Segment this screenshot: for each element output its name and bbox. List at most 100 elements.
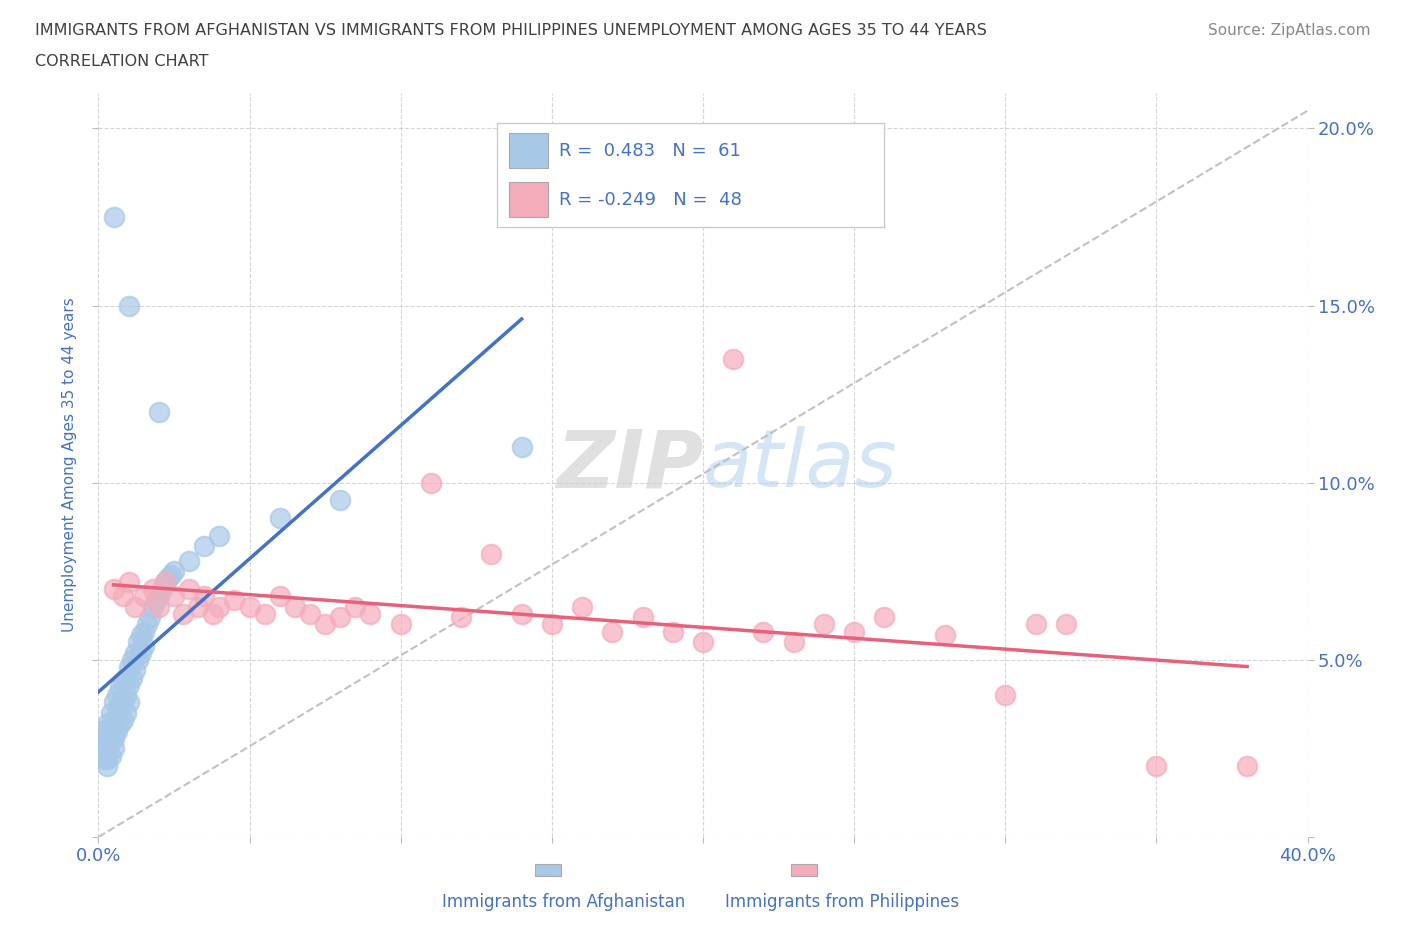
- Point: [145, 592, 167, 607]
- Point: [103, 581, 125, 596]
- Point: [93, 751, 115, 766]
- Point: [114, 706, 136, 721]
- Point: [121, 671, 143, 685]
- Point: [129, 628, 152, 643]
- Point: [420, 475, 443, 490]
- Point: [723, 352, 745, 366]
- Point: [344, 599, 367, 614]
- Point: [934, 628, 956, 643]
- Point: [481, 546, 503, 561]
- Point: [389, 617, 412, 631]
- Point: [783, 634, 806, 649]
- Text: Source: ZipAtlas.com: Source: ZipAtlas.com: [1208, 23, 1371, 38]
- Point: [179, 581, 201, 596]
- Y-axis label: Unemployment Among Ages 35 to 44 years: Unemployment Among Ages 35 to 44 years: [62, 298, 77, 632]
- Point: [163, 564, 186, 578]
- Point: [124, 599, 146, 614]
- Point: [148, 599, 170, 614]
- Point: [193, 589, 215, 604]
- Point: [105, 688, 128, 703]
- Point: [103, 741, 125, 756]
- Point: [90, 741, 112, 756]
- Point: [208, 599, 231, 614]
- Point: [105, 724, 128, 738]
- Point: [284, 599, 307, 614]
- Point: [269, 589, 291, 604]
- Point: [100, 734, 122, 749]
- Point: [692, 634, 714, 649]
- Point: [121, 653, 143, 668]
- Point: [360, 606, 382, 621]
- Point: [1024, 617, 1046, 631]
- Text: ZIP: ZIP: [555, 426, 703, 504]
- Text: IMMIGRANTS FROM AFGHANISTAN VS IMMIGRANTS FROM PHILIPPINES UNEMPLOYMENT AMONG AG: IMMIGRANTS FROM AFGHANISTAN VS IMMIGRANT…: [35, 23, 987, 38]
- Point: [100, 724, 122, 738]
- Point: [135, 617, 157, 631]
- Point: [139, 610, 162, 625]
- Point: [96, 716, 118, 731]
- Point: [661, 624, 683, 639]
- Point: [108, 716, 131, 731]
- Point: [994, 688, 1017, 703]
- Point: [124, 645, 146, 660]
- Point: [150, 581, 173, 596]
- Point: [105, 706, 128, 721]
- Point: [571, 599, 593, 614]
- Point: [132, 589, 155, 604]
- Point: [111, 695, 134, 710]
- Point: [132, 624, 155, 639]
- Point: [156, 571, 179, 586]
- Point: [108, 681, 131, 696]
- Point: [124, 663, 146, 678]
- Point: [193, 539, 215, 554]
- Point: [239, 599, 262, 614]
- Point: [114, 688, 136, 703]
- Point: [160, 567, 183, 582]
- Point: [1144, 759, 1167, 774]
- Point: [510, 606, 533, 621]
- Point: [93, 741, 115, 756]
- Point: [108, 698, 131, 713]
- Point: [299, 606, 322, 621]
- Text: Immigrants from Afghanistan: Immigrants from Afghanistan: [443, 893, 686, 910]
- Point: [96, 741, 118, 756]
- Point: [510, 440, 533, 455]
- Point: [100, 748, 122, 763]
- Point: [90, 724, 112, 738]
- Point: [187, 599, 209, 614]
- Point: [329, 493, 352, 508]
- Point: [813, 617, 835, 631]
- Point: [103, 209, 125, 224]
- Point: [148, 589, 170, 604]
- Text: Immigrants from Philippines: Immigrants from Philippines: [725, 893, 959, 910]
- Point: [873, 610, 896, 625]
- Point: [132, 638, 155, 653]
- Point: [148, 405, 170, 419]
- Point: [118, 299, 141, 313]
- Point: [93, 724, 115, 738]
- Text: CORRELATION CHART: CORRELATION CHART: [35, 54, 208, 69]
- Point: [96, 730, 118, 745]
- Point: [631, 610, 654, 625]
- Point: [114, 671, 136, 685]
- Point: [202, 606, 225, 621]
- Point: [329, 610, 352, 625]
- Point: [450, 610, 472, 625]
- Point: [103, 695, 125, 710]
- Point: [179, 553, 201, 568]
- Point: [1054, 617, 1077, 631]
- Point: [208, 528, 231, 543]
- Point: [142, 599, 165, 614]
- Point: [118, 659, 141, 674]
- Point: [127, 653, 149, 668]
- Point: [602, 624, 624, 639]
- Point: [127, 634, 149, 649]
- Point: [103, 712, 125, 727]
- Point: [111, 673, 134, 688]
- Point: [844, 624, 866, 639]
- Point: [96, 759, 118, 774]
- Point: [172, 606, 194, 621]
- Point: [111, 712, 134, 727]
- Point: [752, 624, 775, 639]
- Point: [96, 751, 118, 766]
